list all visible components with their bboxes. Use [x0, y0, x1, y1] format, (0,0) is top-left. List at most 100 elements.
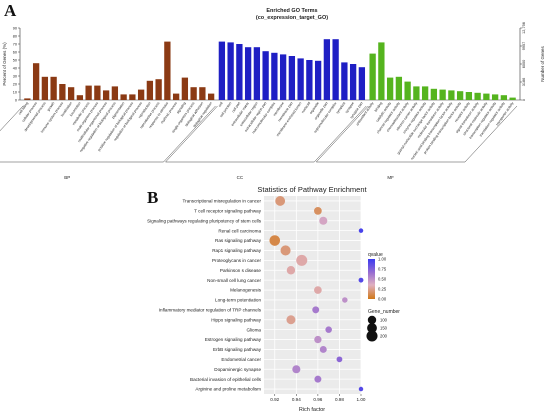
panel-b-pathway-label: Glioma	[246, 327, 261, 332]
panel-b-point	[358, 386, 364, 392]
panel-b-pathway-label: ErbB signaling pathway	[213, 347, 262, 352]
panel-b-point	[312, 306, 320, 314]
panel-b-point	[296, 254, 308, 266]
panel-b-x-tick-label: 0.96	[313, 397, 322, 402]
panel-b-point	[269, 235, 281, 246]
panel-a-right-tick-label: 6000	[522, 60, 526, 68]
panel-b-point	[314, 286, 322, 294]
panel-a-bar	[244, 47, 252, 100]
panel-a-group-bracket	[0, 105, 216, 163]
legend-qvalue-ticks: 1.00 0.75 0.50 0.25 0.00	[378, 257, 387, 302]
panel-a-bar	[50, 76, 57, 100]
panel-a-bar	[181, 77, 189, 100]
panel-a-y-tick-label: 20	[13, 82, 17, 86]
panel-a-bar	[59, 84, 66, 100]
panel-a-y-tick-label: 0	[15, 98, 17, 102]
panel-b-pathway-label: Hippo signaling pathway	[211, 317, 262, 322]
panel-a-y-tick-label: 80	[13, 34, 17, 38]
panel-b-point	[325, 326, 332, 333]
panel-a-bar	[76, 95, 84, 100]
legend-gene-number: 100 150 200	[366, 315, 388, 342]
panel-a-bar	[218, 41, 226, 100]
panel-a-bar	[306, 60, 313, 100]
panel-a-group-brackets: BP CC MF	[0, 105, 518, 180]
panel-b-pathway-label: Renal cell carcinoma	[218, 228, 261, 233]
panel-a-bar	[500, 95, 508, 100]
panel-a-bar	[341, 62, 348, 100]
panel-a-group-bracket	[315, 105, 518, 163]
panel-a-category-label: cell part	[231, 101, 241, 113]
panel-b-pathway-label: T cell receptor signaling pathway	[194, 208, 262, 213]
panel-a-bar	[155, 79, 162, 100]
panel-b-point	[292, 365, 301, 374]
panel-a-bar	[271, 52, 278, 100]
panel-b-point	[358, 228, 364, 233]
panel-b-pathway-label: Estrogen signaling pathway	[205, 337, 262, 342]
panel-a-y-tick-label: 10	[13, 90, 17, 94]
panel-a-y-tick-label: 40	[13, 66, 17, 70]
legend-gene-number-dot	[367, 315, 377, 325]
panel-a-bar	[474, 92, 481, 100]
panel-b-plot-area	[264, 196, 361, 394]
legend-qvalue-tick-label: 0.50	[378, 277, 387, 282]
panel-a-bar	[146, 80, 154, 100]
panel-a-ylabel: Percent of Genes (%)	[2, 42, 7, 86]
panel-b-grid	[264, 196, 362, 394]
panel-b-label: B	[147, 188, 158, 207]
panel-a-bar	[430, 88, 438, 100]
panel-a-bar	[378, 42, 385, 100]
panel-a-label: A	[4, 1, 17, 20]
panel-a-bar	[199, 87, 206, 100]
panel-a-bar	[172, 93, 180, 100]
panel-a-bar	[253, 47, 261, 100]
panel-b-point	[314, 375, 322, 383]
panel-b-pathway-label: Transcriptional misregulation in cancer	[183, 199, 262, 204]
legend-gene-number-title: Gene_number	[368, 309, 400, 315]
legend-qvalue-tick-label: 0.25	[378, 287, 387, 292]
panel-a-right-tick-label: 0	[522, 99, 526, 101]
panel-a-group-label: BP	[64, 175, 70, 180]
panel-a-ylabel-right: Number of Genes	[540, 45, 545, 81]
panel-a-category-label: signaling	[176, 101, 187, 114]
panel-a-bar	[279, 54, 287, 100]
panel-b-point	[336, 356, 343, 363]
panel-b-pathway-label: Long-term potentiation	[215, 298, 261, 303]
legend-gene-number-label: 200	[380, 334, 388, 339]
panel-b-pathway-label: Melanogenesis	[230, 288, 262, 293]
panel-a-bar	[85, 85, 92, 100]
panel-a-bar	[120, 94, 127, 100]
panel-a-bar	[332, 39, 339, 100]
legend-qvalue-colorbar	[368, 259, 375, 299]
panel-b-point	[358, 277, 364, 283]
panel-a-bar	[288, 56, 296, 100]
panel-a-bar	[102, 90, 110, 100]
panel-a-bar	[465, 92, 473, 100]
panel-a-bar	[456, 91, 464, 100]
panel-b-point	[342, 297, 348, 303]
panel-a-bar	[448, 90, 455, 100]
panel-b-point	[319, 345, 327, 353]
panel-a-bar	[164, 41, 171, 100]
panel-a-bar	[129, 94, 136, 100]
panel-a-bar	[386, 77, 394, 100]
panel-a-bar	[439, 89, 446, 100]
panel-a-bar	[262, 51, 269, 100]
panel-a-category-label: organelle	[309, 101, 320, 115]
panel-b-point	[275, 196, 286, 206]
legend-gene-number-label: 150	[380, 326, 388, 331]
panel-a-y-tick-label: 60	[13, 50, 17, 54]
legend-qvalue-tick-label: 0.00	[378, 297, 387, 302]
panel-a-category-label: synapse	[344, 101, 355, 114]
panel-a-bar	[491, 94, 499, 100]
panel-a-bar	[190, 87, 197, 100]
panel-b-point	[314, 206, 322, 215]
legend-qvalue-tick-label: 1.00	[378, 257, 387, 262]
panel-a-category-label: cell killing	[18, 101, 30, 115]
panel-a-subtitle: (co_expression_target_GO)	[256, 15, 328, 21]
panel-a-bar	[404, 81, 411, 100]
panel-b-x-ticks: 0.92 0.94 0.96 0.98 1.00	[270, 394, 366, 402]
panel-a-bar	[297, 58, 304, 100]
panel-a-category-label: nucleoid	[301, 101, 312, 114]
panel-b-xlabel: Rich factor	[299, 407, 325, 413]
panel-a-group-label: CC	[237, 175, 244, 180]
